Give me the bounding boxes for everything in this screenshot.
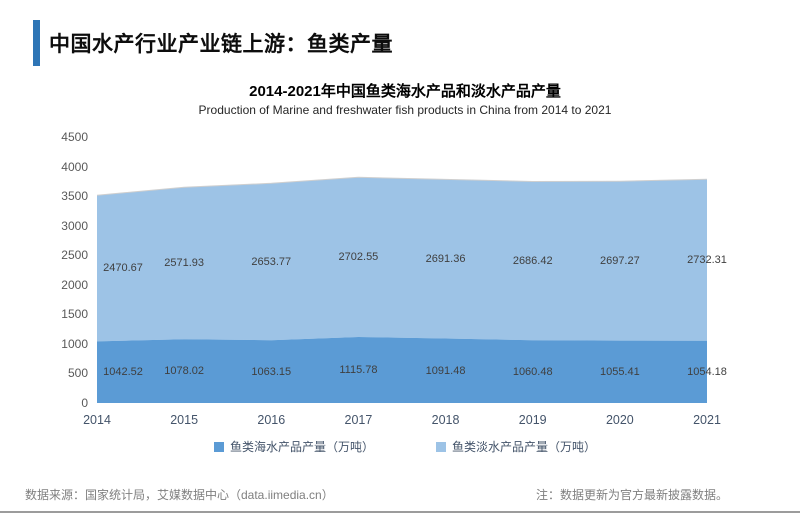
x-tick-label: 2018 — [431, 413, 460, 427]
legend-swatch-icon — [213, 441, 224, 452]
legend-label: 鱼类海水产品产量（万吨） — [229, 440, 374, 454]
data-label: 2691.36 — [425, 252, 466, 265]
data-label: 2732.31 — [687, 253, 727, 266]
x-tick-label: 2017 — [344, 413, 373, 427]
data-label: 1091.48 — [425, 364, 466, 377]
y-tick-label: 4000 — [61, 159, 88, 174]
y-tick-label: 1000 — [61, 336, 88, 351]
x-tick-label: 2014 — [83, 413, 111, 427]
y-tick-label: 2500 — [61, 248, 88, 263]
chart-title: 2014-2021年中国鱼类海水产品和淡水产品产量 — [249, 83, 561, 100]
data-label: 2697.27 — [599, 254, 640, 267]
area-top-edge — [96, 176, 708, 196]
data-label: 2702.55 — [338, 251, 379, 264]
header-accent-bar — [33, 20, 40, 66]
legend-swatch-icon — [436, 441, 446, 452]
y-tick-label: 2000 — [61, 277, 88, 292]
data-label: 1060.48 — [512, 365, 553, 378]
data-label: 1063.15 — [251, 365, 292, 378]
y-tick-label: 3500 — [61, 189, 88, 204]
data-label: 1054.18 — [687, 365, 727, 378]
area-marine — [97, 337, 707, 403]
bottom-divider — [0, 511, 800, 513]
data-label: 1055.41 — [599, 365, 640, 378]
x-tick-label: 2020 — [605, 413, 634, 427]
page-title: 中国水产行业产业链上游：鱼类产量 — [49, 33, 393, 56]
data-label: 2653.77 — [251, 255, 292, 268]
data-label: 2571.93 — [164, 257, 205, 270]
y-tick-label: 500 — [67, 366, 88, 381]
x-tick-label: 2019 — [518, 413, 547, 427]
footer-data-source: 数据来源：国家统计局，艾媒数据中心（data.iimedia.cn） — [25, 488, 334, 502]
data-label: 1115.78 — [339, 364, 378, 377]
area-freshwater — [97, 177, 707, 342]
y-tick-label: 0 — [81, 396, 88, 410]
y-tick-label: 3000 — [61, 218, 88, 233]
x-tick-label: 2021 — [693, 413, 721, 427]
footer-note: 注：数据更新为官方最新披露数据。 — [535, 488, 728, 502]
y-tick-label: 4500 — [61, 130, 88, 144]
chart-legend: 鱼类海水产品产量（万吨） 鱼类淡水产品产量（万吨） — [0, 438, 800, 455]
data-label: 1042.52 — [103, 366, 143, 379]
x-tick-label: 2015 — [170, 413, 199, 427]
legend-item: 鱼类淡水产品产量（万吨） — [436, 438, 596, 455]
data-label: 2470.67 — [103, 262, 143, 275]
legend-label: 鱼类淡水产品产量（万吨） — [452, 440, 597, 454]
legend-item: 鱼类海水产品产量（万吨） — [213, 438, 374, 455]
data-label: 1078.02 — [164, 365, 205, 378]
chart-subtitle: Production of Marine and freshwater fish… — [198, 103, 612, 117]
x-tick-label: 2016 — [257, 413, 286, 427]
y-tick-label: 1500 — [61, 307, 88, 322]
data-label: 2686.42 — [512, 254, 553, 267]
